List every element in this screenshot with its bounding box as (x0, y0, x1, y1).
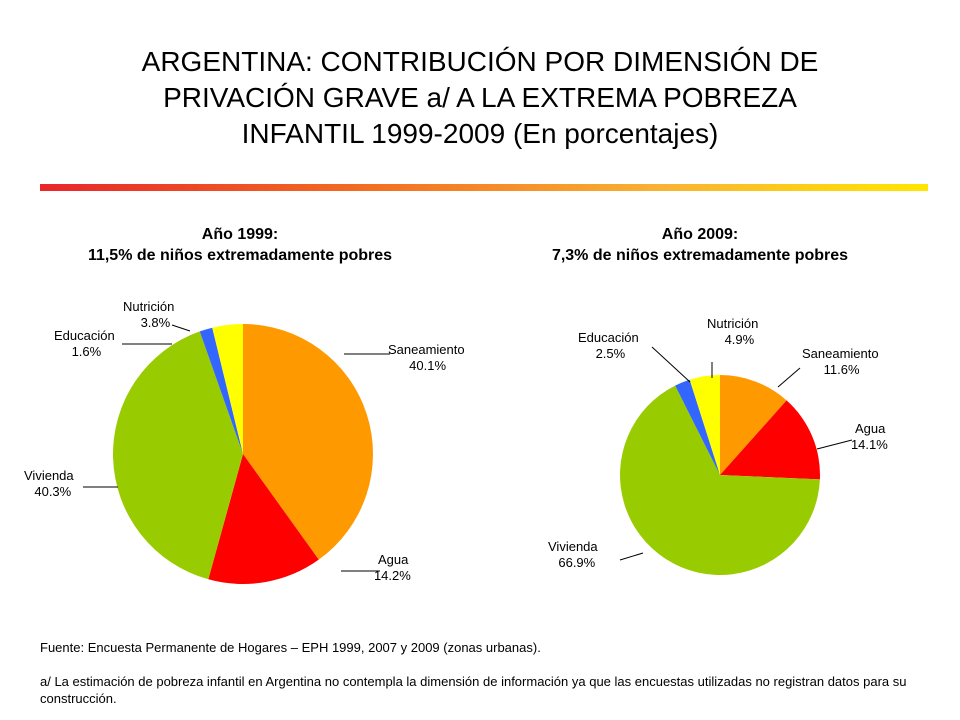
slice-value-1999-saneamiento: 40.1% (409, 358, 446, 373)
slice-2009-agua (720, 400, 820, 480)
slice-label-2009-nutricion: Nutrición (707, 316, 758, 331)
slice-label-1999-nutricion: Nutrición (123, 299, 174, 314)
slice-value-2009-vivienda: 66.9% (558, 555, 595, 570)
source-note: Fuente: Encuesta Permanente de Hogares –… (40, 640, 541, 655)
leader-line-2009-vivienda (619, 552, 644, 561)
title-line-1: ARGENTINA: CONTRIBUCIÓN POR DIMENSIÓN DE (141, 46, 819, 77)
slice-2009-saneamiento (720, 375, 787, 475)
leader-line-2009-educacion (651, 346, 691, 383)
title-line-2: PRIVACIÓN GRAVE a/ A LA EXTREMA POBREZA (163, 82, 797, 113)
slice-value-1999-vivienda: 40.3% (34, 484, 71, 499)
slice-value-2009-educacion: 2.5% (596, 346, 626, 361)
page-title: ARGENTINA: CONTRIBUCIÓN POR DIMENSIÓN DE… (40, 44, 920, 152)
slice-2009-educacion (675, 379, 720, 475)
slice-value-1999-nutricion: 3.8% (141, 315, 171, 330)
chart-title-2009-subtitle: 7,3% de niños extremadamente pobres (551, 247, 849, 264)
slice-label-2009-agua: Agua (855, 421, 886, 436)
slice-value-1999-educacion: 1.6% (72, 344, 102, 359)
footer: Fuente: Encuesta Permanente de Hogares –… (40, 639, 920, 707)
chart-title-1999-subtitle: 11,5% de niños extremadamente pobres (87, 247, 393, 264)
slice-1999-nutricion (212, 324, 243, 454)
slice-value-2009-saneamiento: 11.6% (824, 362, 860, 377)
slice-value-2009-agua: 14.1% (851, 437, 888, 452)
slice-value-1999-agua: 14.2% (374, 568, 411, 583)
slice-1999-agua (208, 454, 319, 584)
slice-2009-nutricion (689, 375, 720, 475)
slice-1999-vivienda (112, 331, 243, 580)
slice-1999-saneamiento (243, 324, 374, 560)
chart-title-2009: Año 2009: 7,3% de niños extremadamente p… (490, 224, 910, 266)
slice-value-2009-nutricion: 4.9% (725, 332, 755, 347)
slice-label-1999-vivienda: Vivienda (24, 468, 74, 483)
slice-1999-educacion (199, 327, 243, 454)
slice-label-1999-saneamiento: Saneamiento (388, 342, 465, 357)
gradient-divider (40, 184, 928, 191)
slice-label-2009-saneamiento: Saneamiento (802, 346, 879, 361)
leader-line-2009-agua (816, 439, 853, 450)
slice-label-2009-educacion: Educación (578, 330, 639, 345)
footnote: a/ La estimación de pobreza infantil en … (40, 674, 907, 706)
title-line-3: INFANTIL 1999-2009 (En porcentajes) (241, 118, 719, 149)
chart-title-2009-year: Año 2009: (661, 226, 739, 243)
slice-2009-vivienda (619, 385, 820, 575)
leader-line-2009-saneamiento (777, 367, 801, 388)
slice-label-1999-educacion: Educación (54, 328, 115, 343)
slice-label-2009-vivienda: Vivienda (548, 539, 598, 554)
chart-title-1999-year: Año 1999: (201, 226, 279, 243)
leader-line-1999-nutricion (171, 324, 191, 332)
slice-label-1999-agua: Agua (378, 552, 409, 567)
chart-title-1999: Año 1999: 11,5% de niños extremadamente … (30, 224, 450, 266)
